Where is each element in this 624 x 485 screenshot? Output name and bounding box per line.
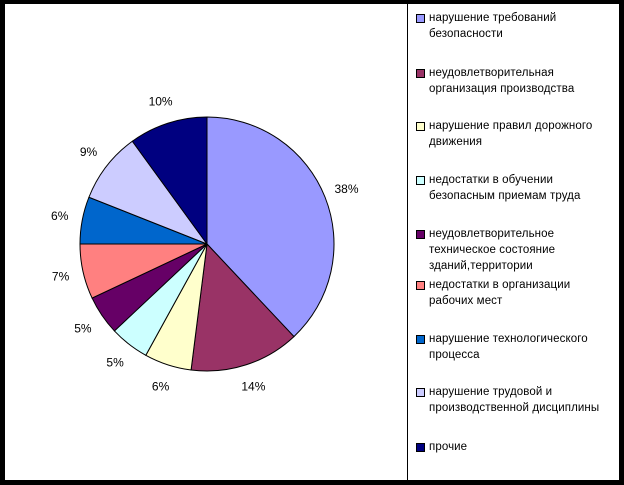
pie-slice-9 — [131, 116, 208, 246]
pie-label-7: 6% — [51, 209, 69, 223]
legend-swatch-6 — [416, 281, 425, 290]
legend-item-9: прочие — [416, 439, 616, 455]
pie-chart: 38% 14% 6% 5% 5% 7% 6% 9% 10% — [51, 94, 359, 394]
legend-label-7: нарушение технологического процесса — [429, 333, 588, 361]
chart-area: 38% 14% 6% 5% 5% 7% 6% 9% 10% нарушение требован… — [4, 3, 620, 481]
legend-label-9: прочие — [429, 441, 468, 453]
legend-swatch-9 — [416, 443, 425, 452]
legend-item-4: недостатки в обучении безопасным приемам… — [416, 172, 616, 204]
pie-label-9: 10% — [149, 94, 173, 108]
legend-item-1: нарушение требований безопасности — [416, 10, 616, 42]
legend-swatch-1 — [416, 14, 425, 23]
legend-swatch-3 — [416, 122, 425, 131]
legend-swatch-8 — [416, 388, 425, 397]
legend-label-4: недостатки в обучении безопасным приемам… — [429, 174, 581, 202]
legend-item-8: нарушение трудовой и производственной ди… — [416, 384, 616, 416]
legend-label-2: неудовлетворительная организация произво… — [429, 67, 575, 95]
legend-label-1: нарушение требований безопасности — [429, 12, 557, 40]
legend-swatch-2 — [416, 69, 425, 78]
legend-item-3: нарушение правил дорожного движения — [416, 118, 616, 150]
pie-label-5: 5% — [74, 321, 92, 335]
pie-label-3: 6% — [152, 380, 170, 394]
legend-swatch-5 — [416, 230, 425, 239]
legend-swatch-7 — [416, 335, 425, 344]
legend-label-8: нарушение трудовой и производственной ди… — [429, 386, 600, 414]
legend-item-6: недостатки в организации рабочих мест — [416, 277, 616, 309]
pie-slice-2 — [190, 242, 295, 372]
legend-label-6: недостатки в организации рабочих мест — [429, 279, 571, 307]
pie-label-4: 5% — [106, 356, 124, 370]
legend-label-3: нарушение правил дорожного движения — [429, 120, 593, 148]
legend-item-2: неудовлетворительная организация произво… — [416, 65, 616, 97]
pie-label-6: 7% — [52, 270, 70, 284]
pie-label-8: 9% — [80, 145, 98, 159]
legend-swatch-4 — [416, 176, 425, 185]
legend-item-7: нарушение технологического процесса — [416, 331, 616, 363]
pie-label-1: 38% — [334, 182, 358, 196]
pie-slice-1 — [206, 116, 335, 338]
pie-label-2: 14% — [241, 380, 265, 394]
legend-item-5: неудовлетворительное техническое состоян… — [416, 226, 616, 274]
legend-label-5: неудовлетворительное техническое состоян… — [429, 228, 556, 272]
legend: нарушение требований безопасности неудов… — [407, 4, 621, 480]
